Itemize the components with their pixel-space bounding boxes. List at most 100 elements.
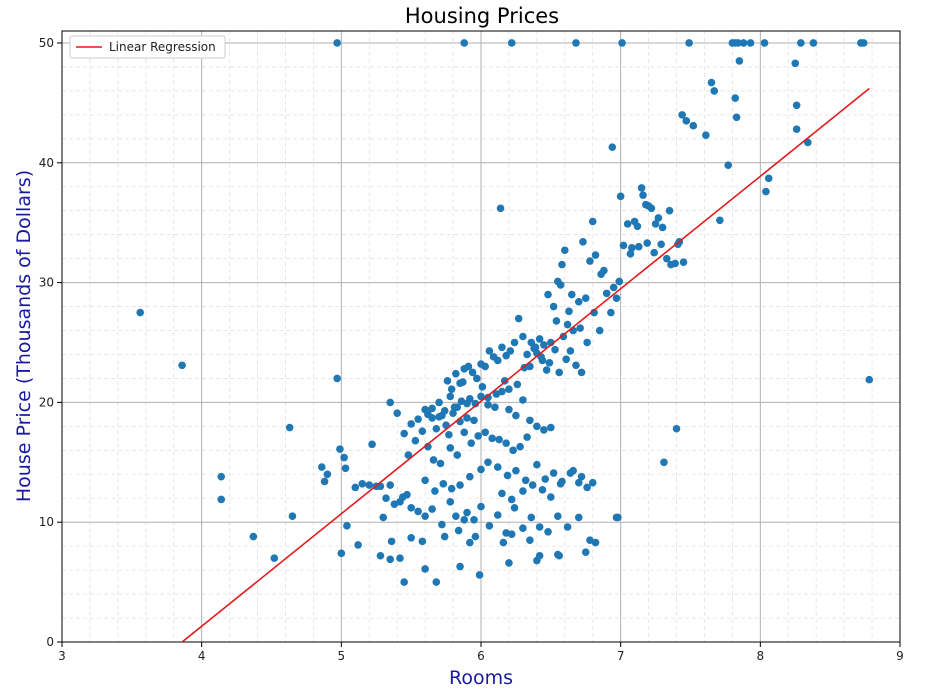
data-point <box>526 416 534 425</box>
data-point <box>523 433 531 441</box>
data-point <box>333 39 341 47</box>
data-point <box>574 297 583 306</box>
data-point <box>595 326 604 335</box>
data-point <box>554 512 562 521</box>
data-point <box>439 480 448 488</box>
data-point <box>635 242 643 251</box>
data-point <box>732 113 741 122</box>
data-point <box>710 87 719 95</box>
data-point <box>499 538 508 547</box>
data-point <box>502 439 510 447</box>
data-point <box>544 290 552 299</box>
data-point <box>608 143 617 152</box>
data-point <box>616 192 625 201</box>
data-point <box>365 481 374 489</box>
y-tick-label: 30 <box>39 276 54 290</box>
data-point <box>507 530 516 538</box>
data-point <box>386 398 395 407</box>
data-point <box>561 246 569 255</box>
data-point <box>583 338 591 347</box>
data-point <box>689 121 698 130</box>
data-point <box>432 424 441 433</box>
data-point <box>496 204 505 213</box>
data-point <box>351 483 360 492</box>
data-point <box>554 550 562 559</box>
data-point <box>470 416 478 425</box>
data-point <box>660 458 668 467</box>
data-point <box>623 220 632 228</box>
data-point <box>249 532 258 541</box>
data-point <box>533 460 541 469</box>
data-point <box>672 424 681 433</box>
data-point <box>323 470 332 479</box>
data-point <box>654 214 663 222</box>
data-point <box>481 428 489 437</box>
data-point <box>526 536 534 544</box>
scatter-points <box>136 39 874 586</box>
data-point <box>498 343 506 352</box>
data-point <box>535 523 544 531</box>
data-point <box>452 512 460 521</box>
data-point <box>510 504 519 512</box>
data-point <box>735 57 744 65</box>
data-point <box>400 429 408 438</box>
data-point <box>407 504 415 512</box>
data-point <box>619 241 628 250</box>
data-point <box>574 513 583 522</box>
data-point <box>626 250 635 258</box>
data-point <box>477 502 485 511</box>
data-point <box>407 420 415 428</box>
data-point <box>447 385 456 394</box>
data-point <box>512 411 520 420</box>
data-point <box>566 469 575 477</box>
data-point <box>288 512 297 521</box>
data-point <box>407 533 415 542</box>
data-point <box>317 463 326 471</box>
data-point <box>731 94 739 102</box>
data-point <box>435 398 443 407</box>
data-point <box>337 549 346 558</box>
data-point <box>572 361 580 370</box>
data-point <box>429 456 438 464</box>
data-point <box>544 527 552 536</box>
data-point <box>679 258 688 267</box>
data-point <box>340 453 348 462</box>
data-point <box>563 320 572 329</box>
data-point <box>516 442 524 451</box>
data-point <box>642 200 650 209</box>
data-point <box>523 350 531 359</box>
data-point <box>285 423 294 432</box>
data-point <box>549 302 558 311</box>
data-point <box>485 521 494 530</box>
data-point <box>453 451 462 459</box>
data-point <box>647 204 656 213</box>
data-point <box>217 495 226 504</box>
data-point <box>474 432 483 440</box>
data-point <box>581 294 590 302</box>
data-point <box>678 111 686 119</box>
data-point <box>414 415 422 423</box>
data-point <box>607 308 615 317</box>
data-point <box>792 101 801 110</box>
data-point <box>386 555 395 564</box>
data-point <box>792 125 801 134</box>
data-point <box>470 516 478 524</box>
data-point <box>463 508 471 517</box>
data-point <box>674 240 682 249</box>
data-point <box>558 260 566 269</box>
data-point <box>809 39 818 47</box>
data-point <box>509 446 517 455</box>
data-point <box>446 444 455 452</box>
data-point <box>651 220 660 228</box>
data-point <box>178 361 186 370</box>
data-point <box>463 399 471 408</box>
data-point <box>746 39 755 47</box>
data-point <box>460 516 469 524</box>
data-point <box>398 493 407 501</box>
data-point <box>460 428 469 437</box>
data-point <box>404 451 413 459</box>
data-point <box>547 423 555 432</box>
data-point <box>510 338 519 347</box>
data-point <box>521 476 530 485</box>
